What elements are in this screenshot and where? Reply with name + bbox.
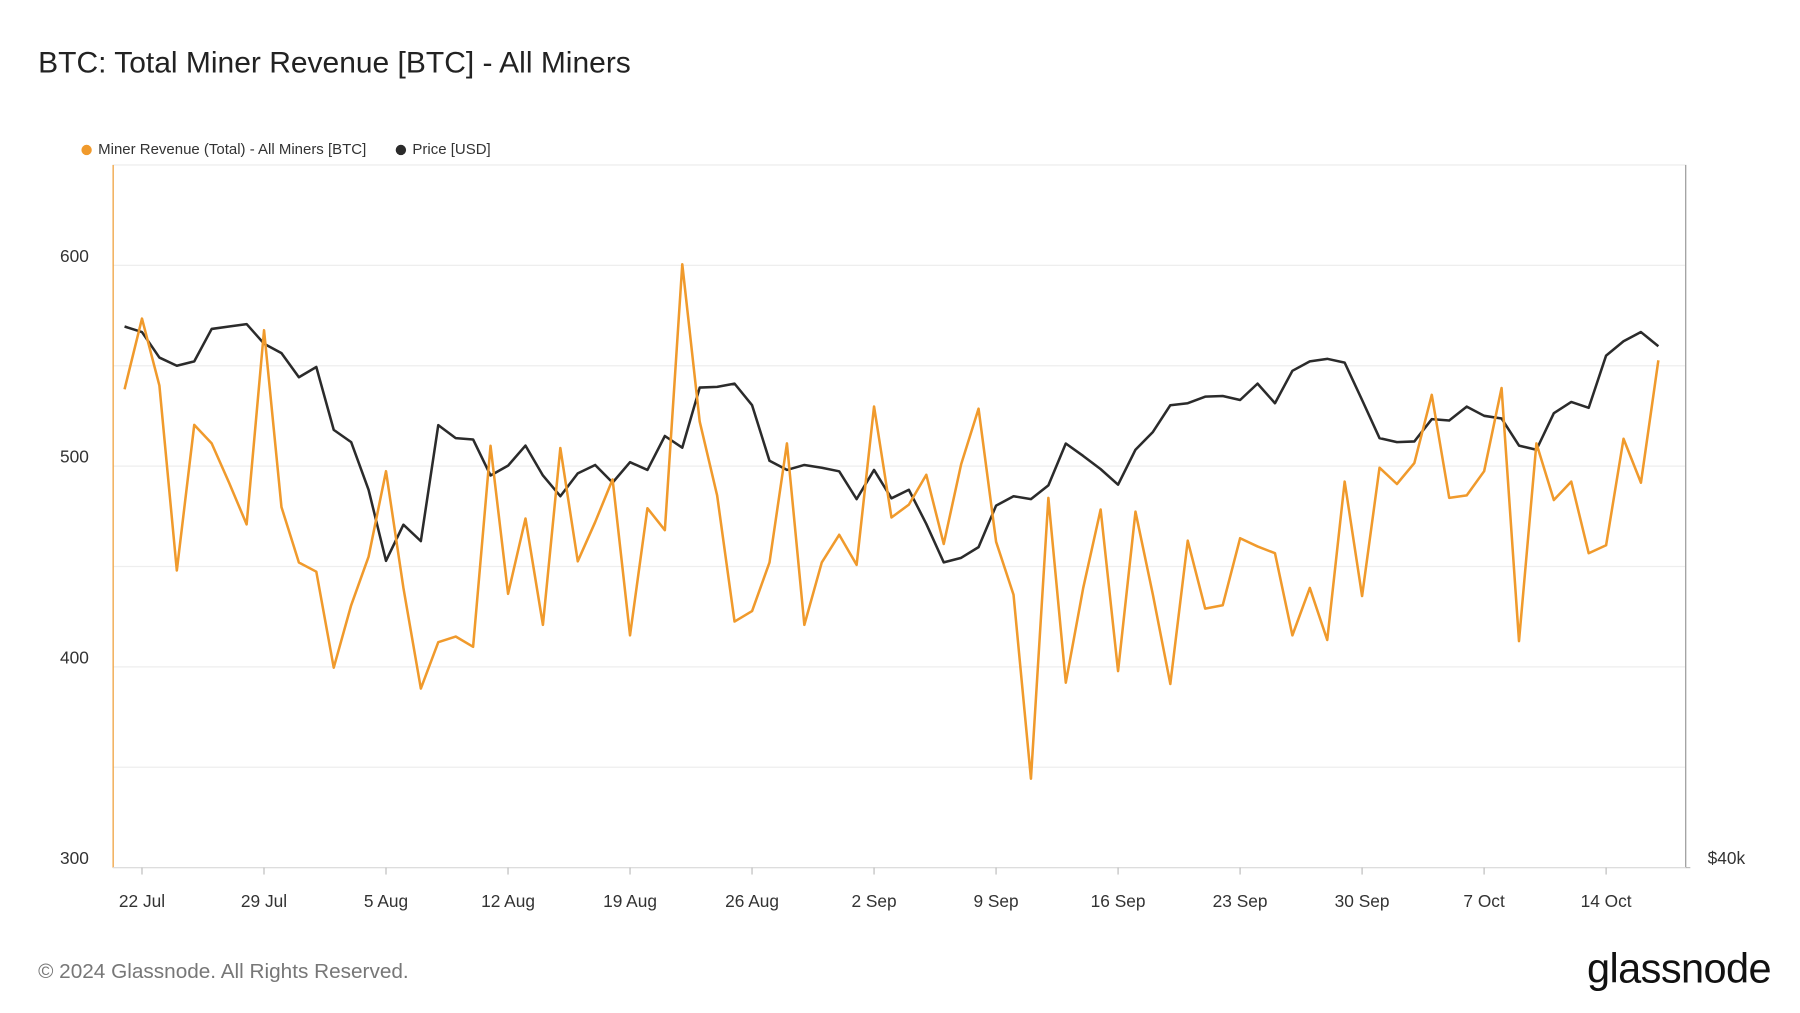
x-tick-label: 26 Aug — [725, 891, 779, 911]
x-tick-label: 22 Jul — [119, 891, 165, 911]
legend-label: Price [USD] — [412, 141, 490, 158]
x-tick-label: 23 Sep — [1213, 891, 1268, 911]
y-tick-label: 300 — [60, 848, 89, 868]
plot-frame — [112, 164, 1687, 869]
x-tick-label: 9 Sep — [973, 891, 1018, 911]
x-tick-label: 29 Jul — [241, 891, 287, 911]
y2-tick-label: $40k — [1708, 848, 1746, 868]
legend-label: Miner Revenue (Total) - All Miners [BTC] — [98, 141, 366, 158]
brand-logo: glassnode — [1587, 944, 1771, 991]
series-line — [124, 322, 1660, 564]
y-tick-label: 500 — [60, 447, 89, 467]
x-tick-label: 30 Sep — [1335, 891, 1390, 911]
legend-marker — [395, 144, 407, 156]
y-tick-label: 400 — [60, 647, 89, 667]
x-tick-label: 16 Sep — [1091, 891, 1146, 911]
x-tick-label: 12 Aug — [481, 891, 535, 911]
series-line — [123, 263, 1660, 780]
y-tick-label: 600 — [60, 246, 89, 266]
x-tick-label: 7 Oct — [1463, 891, 1505, 911]
copyright: © 2024 Glassnode. All Rights Reserved. — [38, 960, 409, 983]
legend-marker — [81, 144, 92, 156]
chart-title: BTC: Total Miner Revenue [BTC] - All Min… — [38, 47, 631, 80]
x-tick-label: 2 Sep — [851, 891, 896, 911]
x-tick-label: 5 Aug — [364, 891, 408, 911]
x-tick-label: 19 Aug — [603, 891, 657, 911]
x-tick-label: 14 Oct — [1581, 891, 1632, 911]
